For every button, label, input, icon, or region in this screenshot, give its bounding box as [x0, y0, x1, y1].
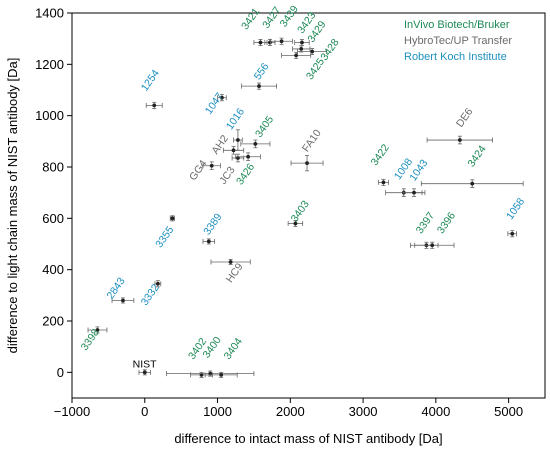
- y-tick-label: 600: [42, 211, 64, 226]
- data-point: 3332: [139, 280, 162, 308]
- point-label: HC9: [224, 261, 246, 285]
- data-point: 3355: [153, 215, 177, 250]
- y-tick-label: 0: [57, 365, 64, 380]
- point-marker: [293, 221, 298, 226]
- data-point: 3424: [420, 143, 524, 188]
- point-marker: [231, 148, 236, 153]
- point-marker: [279, 39, 284, 44]
- point-label: GG4: [187, 158, 210, 183]
- data-point: GG4: [187, 158, 221, 183]
- point-marker: [246, 154, 251, 159]
- point-label: 3400: [201, 334, 224, 360]
- point-label: NIST: [133, 359, 158, 371]
- point-label: 3404: [222, 336, 245, 362]
- x-axis-title: difference to intact mass of NIST antibo…: [174, 431, 442, 446]
- point-marker: [294, 53, 299, 58]
- point-label: 3403: [289, 198, 312, 224]
- y-tick-label: 800: [42, 160, 64, 175]
- data-point: 3405: [240, 114, 276, 149]
- y-tick-label: 400: [42, 262, 64, 277]
- point-marker: [412, 190, 416, 195]
- point-label: 3424: [465, 143, 488, 169]
- x-tick-label: 5000: [494, 404, 523, 419]
- point-marker: [470, 181, 475, 186]
- data-point: 1047: [203, 91, 227, 117]
- point-label: 3422: [369, 142, 392, 168]
- x-tick-label: 1000: [203, 404, 232, 419]
- point-marker: [299, 47, 304, 51]
- point-marker: [236, 138, 240, 142]
- point-label: 556: [252, 61, 272, 82]
- point-marker: [95, 328, 100, 332]
- point-label: 3426: [234, 161, 257, 187]
- point-marker: [155, 281, 160, 286]
- data-point: 3398: [79, 326, 108, 353]
- x-tick-label: 0: [141, 404, 148, 419]
- point-marker: [152, 103, 157, 108]
- y-axis-title: difference to light chain mass of NIST a…: [5, 58, 20, 354]
- data-point: 2843: [105, 275, 135, 304]
- data-point: 1254: [139, 67, 163, 109]
- point-marker: [381, 180, 386, 185]
- x-tick-label: 4000: [421, 404, 450, 419]
- x-tick-label: −1000: [54, 404, 91, 419]
- point-label: 3332: [139, 282, 162, 308]
- point-marker: [170, 216, 175, 221]
- point-marker: [310, 49, 315, 54]
- data-point: HC9: [210, 258, 251, 285]
- point-label: 3428: [318, 37, 341, 63]
- legend-entry: HybroTec/UP Transfer: [404, 35, 512, 47]
- point-label: DE6: [454, 106, 476, 130]
- point-marker: [305, 161, 309, 166]
- point-marker: [220, 95, 224, 100]
- y-tick-label: 1400: [35, 6, 64, 21]
- data-point: FA10: [290, 127, 324, 172]
- point-label: 3397: [414, 210, 437, 236]
- point-marker: [300, 40, 304, 45]
- point-marker: [206, 239, 211, 244]
- legend: InVivo Biotech/Bruker HybroTec/UP Transfe…: [404, 19, 512, 63]
- y-tick-label: 1200: [35, 57, 64, 72]
- point-marker: [209, 163, 214, 168]
- data-point: 3389: [201, 211, 225, 245]
- point-label: 1016: [224, 106, 247, 132]
- x-tick-label: 3000: [349, 404, 378, 419]
- data-point: AH2: [209, 133, 245, 157]
- legend-entry: Robert Koch Institute: [404, 51, 507, 63]
- point-marker: [430, 243, 435, 248]
- point-label: 3396: [435, 210, 458, 236]
- point-label: 1254: [139, 67, 162, 93]
- x-tick-label: 2000: [276, 404, 305, 419]
- data-point: NIST: [133, 359, 158, 376]
- point-label: 3355: [153, 224, 176, 250]
- data-point: DE6: [426, 106, 494, 145]
- legend-entry: InVivo Biotech/Bruker: [404, 19, 510, 31]
- point-label: 3389: [201, 211, 224, 237]
- data-point: 3422: [369, 142, 392, 186]
- data-point: 1058: [504, 196, 527, 238]
- point-marker: [510, 231, 515, 236]
- point-marker: [258, 40, 263, 45]
- data-point: 3403: [287, 198, 312, 227]
- point-label: 1058: [504, 196, 527, 222]
- point-label: AH2: [209, 133, 231, 157]
- point-marker: [228, 260, 233, 264]
- plot-frame: [71, 12, 546, 399]
- point-marker: [121, 298, 125, 303]
- point-marker: [142, 370, 147, 375]
- point-marker: [219, 373, 224, 377]
- point-label: 3405: [253, 114, 276, 140]
- y-tick-label: 1000: [35, 108, 64, 123]
- point-marker: [253, 142, 258, 146]
- point-marker: [257, 84, 261, 89]
- point-label: 3421: [239, 6, 262, 32]
- point-label: FA10: [300, 127, 324, 154]
- y-tick-label: 200: [42, 314, 64, 329]
- data-point: 556: [241, 61, 277, 90]
- point-marker: [457, 138, 462, 142]
- axes: −1000 0 1000 2000 3000 4000 5000 0 200 400 600 800 1…: [35, 6, 546, 419]
